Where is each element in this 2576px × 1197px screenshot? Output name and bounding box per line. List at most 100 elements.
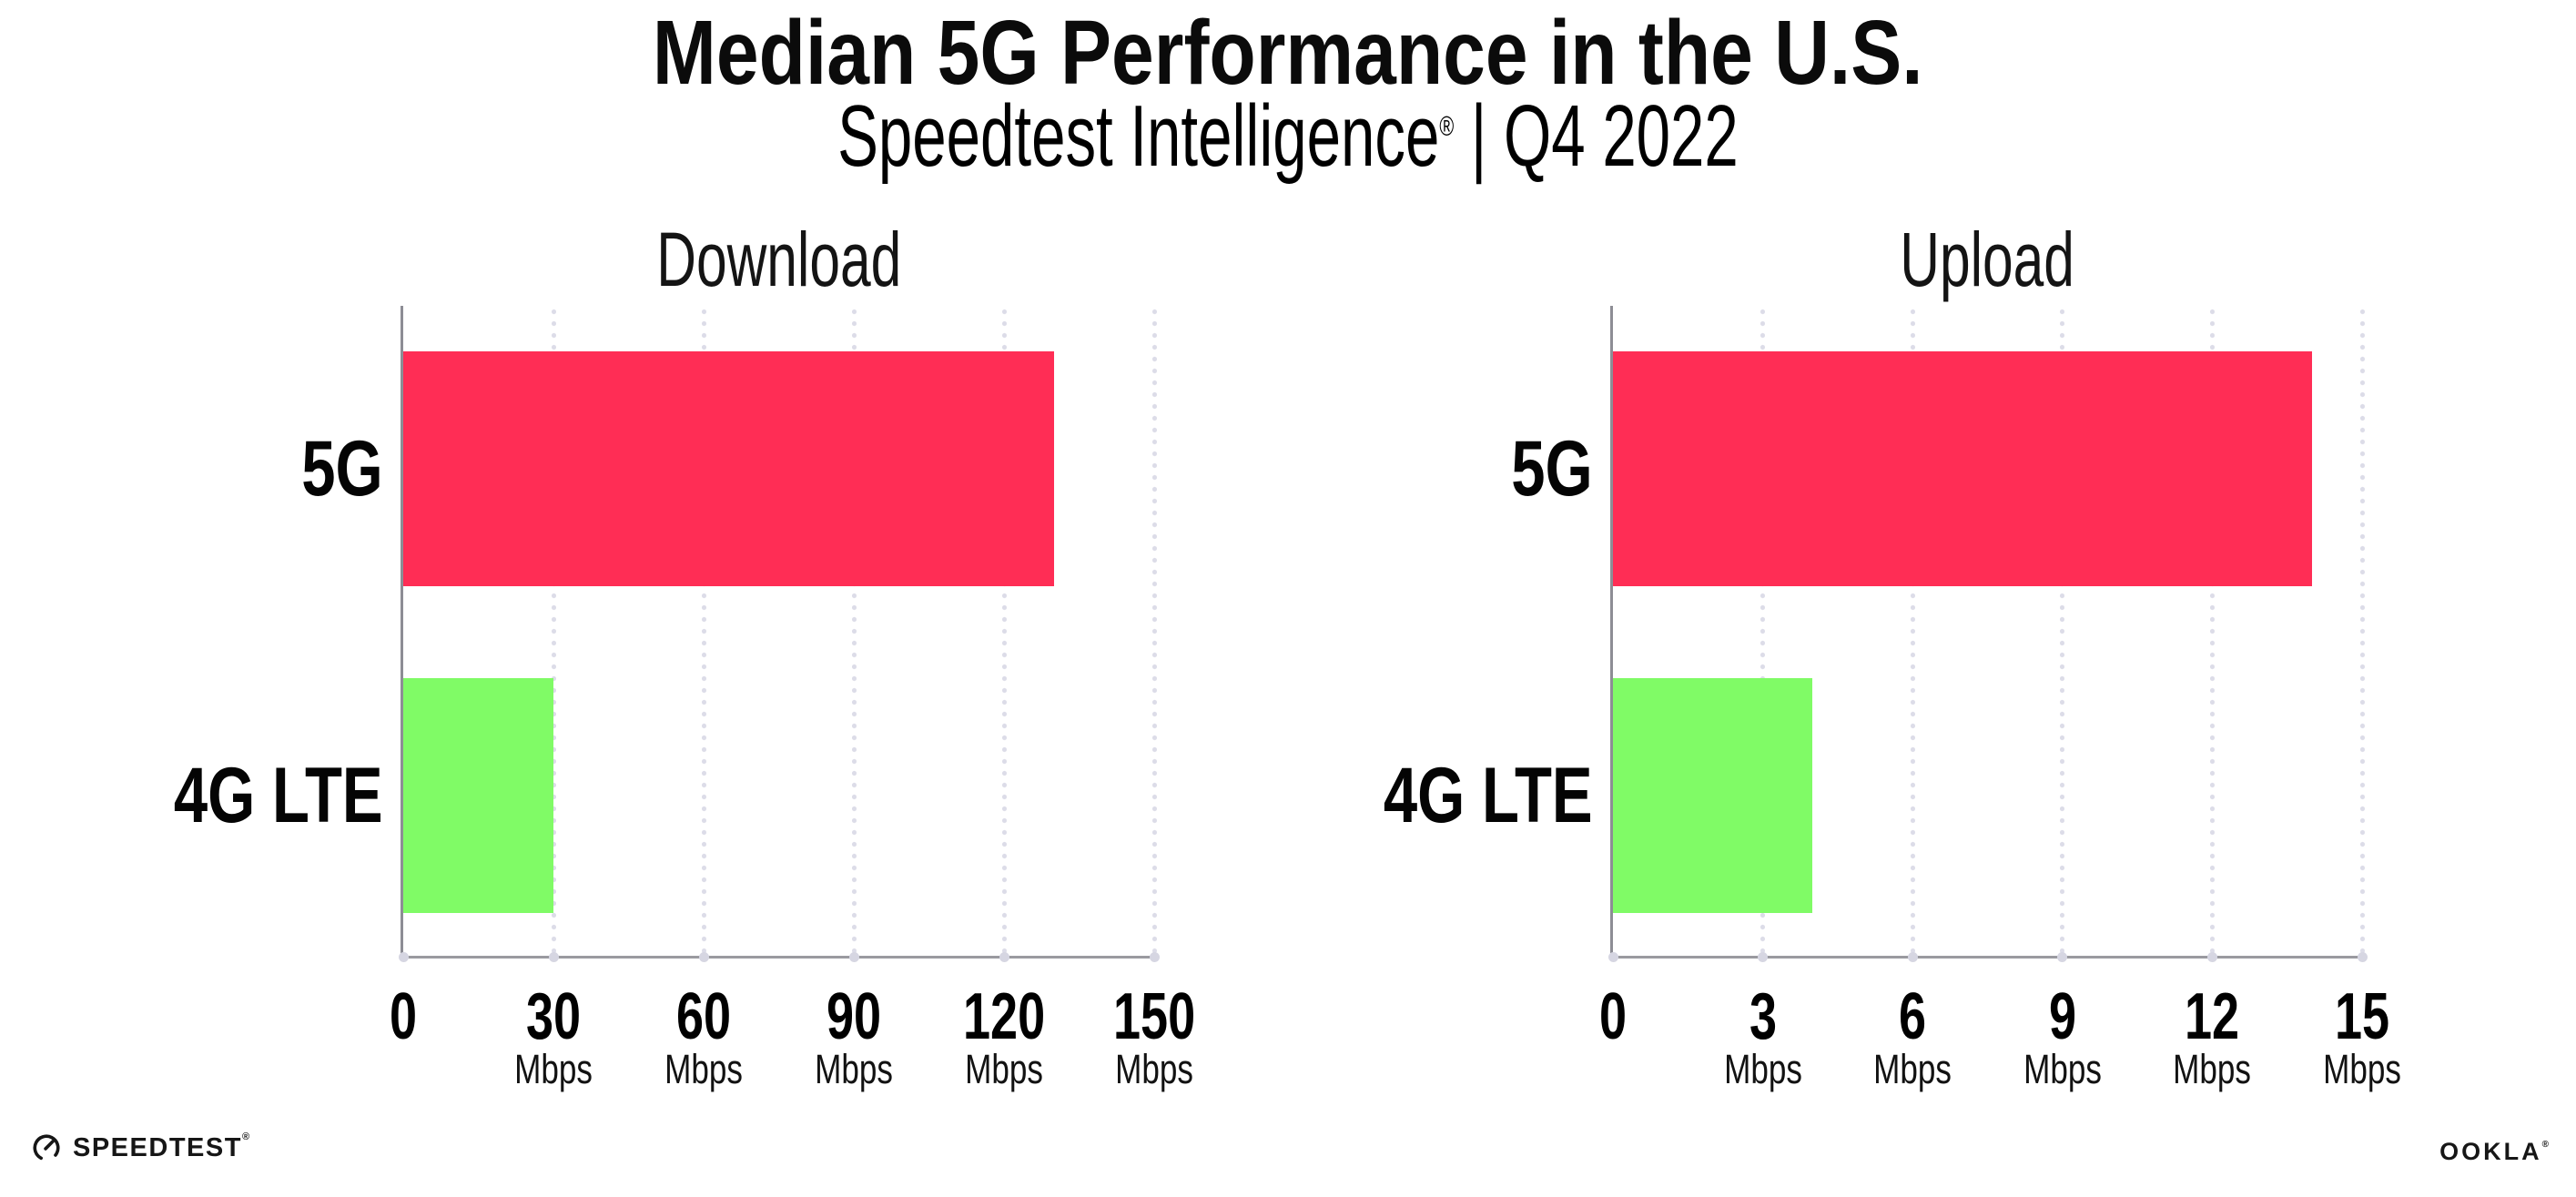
axis-tick-dot-60	[698, 952, 709, 962]
gridline-9	[2060, 306, 2065, 953]
gridline-90	[851, 306, 857, 953]
category-label-text: 5G	[1511, 425, 1593, 513]
axis-tick-dot-120	[999, 952, 1009, 962]
tick-label-0: 0	[303, 981, 503, 1052]
tick-label-text: 15	[2334, 980, 2390, 1053]
tick-label-120: 120	[904, 981, 1104, 1052]
page-subtitle: Speedtest Intelligence® | Q4 2022	[0, 89, 2576, 184]
gridline-15	[2359, 306, 2365, 953]
tick-unit-text: Mbps	[965, 1046, 1043, 1092]
gridline-12	[2209, 306, 2215, 953]
tick-label-text: 60	[675, 980, 732, 1053]
tick-label-15: 15	[2262, 981, 2462, 1052]
category-label-text: 5G	[301, 425, 383, 513]
tick-unit-label: Mbps	[1054, 1047, 1254, 1092]
tick-unit-text: Mbps	[1873, 1046, 1952, 1092]
tick-unit-label: Mbps	[2112, 1047, 2312, 1092]
chart-title-text: Upload	[1900, 217, 2075, 302]
tick-label-text: 0	[389, 980, 418, 1053]
ookla-wordmark-text: OOKLA	[2439, 1138, 2542, 1165]
tick-unit-label: Mbps	[1663, 1047, 1863, 1092]
ookla-logo: OOKLA®	[2439, 1138, 2549, 1166]
speedtest-registered-mark: ®	[241, 1131, 250, 1142]
page-title-text: Median 5G Performance in the U.S.	[653, 2, 1923, 104]
tick-unit-label: Mbps	[754, 1047, 954, 1092]
category-label-5g: 5G	[1211, 421, 1593, 517]
page-subtitle-text: Speedtest Intelligence® | Q4 2022	[837, 89, 1739, 184]
tick-unit-text: Mbps	[514, 1046, 593, 1092]
tick-unit-label: Mbps	[2262, 1047, 2462, 1092]
gridline-60	[701, 306, 706, 953]
registered-mark: ®	[1439, 110, 1455, 142]
tick-unit-label: Mbps	[453, 1047, 654, 1092]
y-axis-line	[1610, 306, 1613, 959]
tick-label-90: 90	[754, 981, 954, 1052]
axis-tick-dot-6	[1907, 952, 1918, 962]
speedtest-gauge-icon	[33, 1133, 60, 1161]
tick-label-text: 6	[1899, 980, 1927, 1053]
axis-tick-dot-3	[1758, 952, 1769, 962]
tick-label-text: 3	[1749, 980, 1777, 1053]
ookla-registered-mark: ®	[2541, 1140, 2549, 1150]
axis-tick-dot-15	[2357, 952, 2368, 962]
axis-tick-dot-30	[548, 952, 559, 962]
tick-label-text: 150	[1112, 980, 1196, 1053]
axis-tick-dot-0	[398, 952, 409, 962]
gridline-3	[1760, 306, 1766, 953]
bar-5g	[403, 351, 1054, 587]
axis-tick-dot-12	[2206, 952, 2217, 962]
tick-unit-text: Mbps	[664, 1046, 743, 1092]
chart-title: Download	[415, 218, 1143, 300]
tick-unit-label: Mbps	[1962, 1047, 2163, 1092]
speedtest-wordmark-text: SPEEDTEST	[73, 1133, 242, 1162]
tick-label-9: 9	[1962, 981, 2163, 1052]
x-axis-line	[401, 956, 1157, 959]
tick-label-30: 30	[453, 981, 654, 1052]
subtitle-brand: Speedtest Intelligence	[837, 87, 1440, 185]
axis-tick-dot-0	[1607, 952, 1618, 962]
tick-label-text: 120	[962, 980, 1046, 1053]
tick-label-6: 6	[1812, 981, 2013, 1052]
tick-label-0: 0	[1513, 981, 1713, 1052]
tick-unit-label: Mbps	[1812, 1047, 2013, 1092]
tick-label-text: 90	[826, 980, 882, 1053]
tick-label-3: 3	[1663, 981, 1863, 1052]
bar-4g-lte	[1613, 677, 1813, 913]
tick-unit-text: Mbps	[1115, 1046, 1193, 1092]
tick-unit-text: Mbps	[2173, 1046, 2252, 1092]
tick-unit-text: Mbps	[815, 1046, 893, 1092]
speedtest-logo: SPEEDTEST®	[31, 1131, 249, 1163]
category-label-text: 4G LTE	[1384, 751, 1593, 839]
axis-tick-dot-90	[848, 952, 859, 962]
bar-4g-lte	[403, 677, 553, 913]
category-label-4g-lte: 4G LTE	[1, 747, 383, 844]
gridline-30	[551, 306, 556, 953]
tick-unit-text: Mbps	[2023, 1046, 2102, 1092]
chart-title: Upload	[1624, 218, 2352, 300]
category-label-5g: 5G	[1, 421, 383, 517]
page-title: Median 5G Performance in the U.S.	[0, 4, 2576, 102]
tick-label-text: 0	[1598, 980, 1628, 1053]
tick-unit-text: Mbps	[1723, 1046, 1802, 1092]
x-axis-line	[1610, 956, 2365, 959]
chart-title-text: Download	[656, 217, 901, 302]
tick-unit-label: Mbps	[904, 1047, 1104, 1092]
category-label-4g-lte: 4G LTE	[1211, 747, 1593, 844]
subtitle-period: | Q4 2022	[1454, 87, 1739, 185]
tick-label-60: 60	[603, 981, 804, 1052]
tick-label-12: 12	[2112, 981, 2312, 1052]
axis-tick-dot-150	[1149, 952, 1160, 962]
bar-5g	[1613, 351, 2313, 587]
gridline-120	[1001, 306, 1007, 953]
tick-label-text: 30	[525, 980, 582, 1053]
gridline-150	[1151, 306, 1157, 953]
axis-tick-dot-9	[2057, 952, 2068, 962]
tick-label-text: 9	[2048, 980, 2076, 1053]
tick-unit-text: Mbps	[2323, 1046, 2401, 1092]
speedtest-wordmark: SPEEDTEST®	[73, 1131, 249, 1163]
tick-label-text: 12	[2185, 980, 2240, 1053]
y-axis-line	[401, 306, 403, 959]
ookla-wordmark: OOKLA®	[2439, 1138, 2549, 1165]
tick-label-150: 150	[1054, 981, 1254, 1052]
